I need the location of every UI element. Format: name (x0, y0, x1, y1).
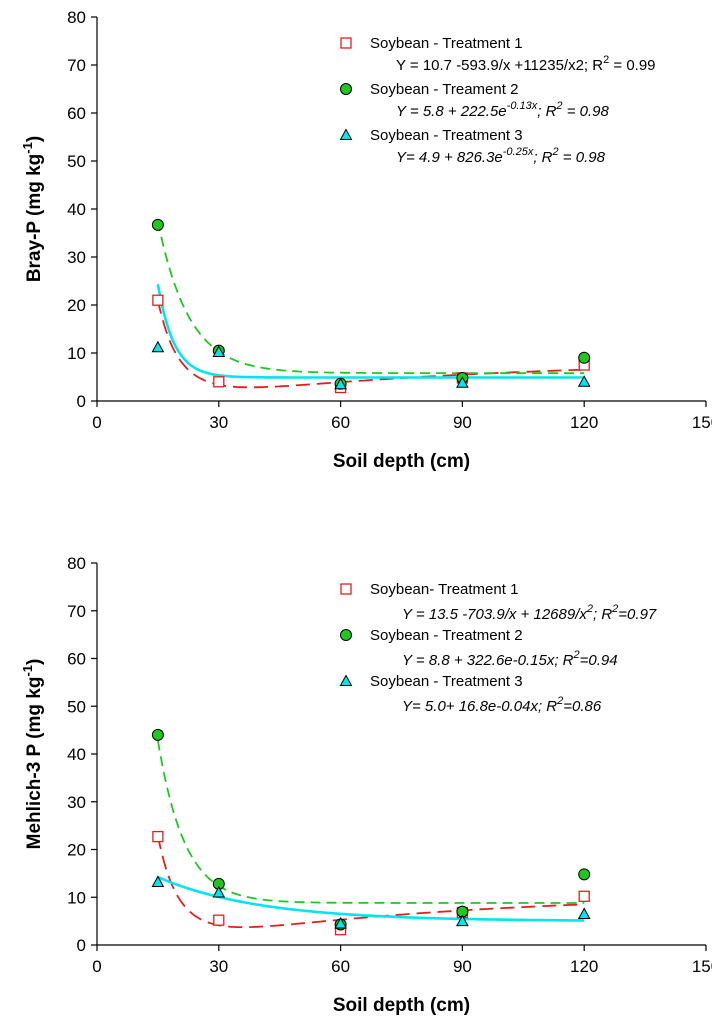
legend-equation-series-2: Y = 5.8 + 222.5e-0.13x; R2 = 0.98 (396, 100, 609, 120)
legend-equation-series-2: Y = 8.8 + 322.6e-0.15x; R2=0.94 (402, 649, 618, 669)
x-axis-title: Soil depth (cm) (333, 451, 470, 472)
legend-label-series-1: Soybean - Treatment 1 (370, 35, 523, 52)
legend-label-series-2: Soybean - Treatment 2 (370, 627, 523, 644)
x-tick-label: 150 (692, 413, 712, 432)
legend-marker-series-3 (339, 674, 353, 686)
data-point-series-2 (151, 218, 164, 231)
y-tick-label: 60 (67, 650, 86, 669)
x-tick-label: 30 (209, 957, 228, 976)
y-tick-label: 40 (67, 745, 86, 764)
data-point-series-2 (151, 728, 164, 741)
legend-equation-series-1: Y = 10.7 -593.9/x +11235/x2; R2 = 0.99 (396, 54, 656, 74)
legend-label-series-1: Soybean- Treatment 1 (370, 581, 518, 598)
x-tick-label: 150 (692, 957, 712, 976)
y-tick-label: 50 (67, 152, 86, 171)
chart-panel-2: 0 10 20 30 40 50 60 70 80 0 30 60 90 120 150 Soil depth… (20, 554, 712, 1016)
chart-panel-1: 0 10 20 30 40 50 60 70 80 0 30 60 90 120 150 Soil depth… (20, 8, 712, 472)
x-tick-label: 60 (331, 413, 350, 432)
x-tick-label: 30 (209, 413, 228, 432)
x-tick-label: 120 (570, 413, 598, 432)
legend-marker-series-1 (340, 583, 352, 595)
data-point-series-3 (151, 875, 165, 887)
y-tick-label: 40 (67, 200, 86, 219)
x-tick-label: 90 (453, 957, 472, 976)
x-tick-label: 0 (92, 413, 101, 432)
data-point-series-1 (152, 830, 164, 843)
x-tick-label: 0 (92, 957, 101, 976)
data-point-series-3 (212, 885, 226, 898)
y-tick-label: 0 (77, 392, 86, 411)
legend-marker-series-2 (340, 629, 352, 641)
y-tick-label: 10 (67, 888, 86, 907)
fit-curve-series-2 (157, 740, 585, 904)
data-point-series-3 (334, 377, 347, 390)
data-point-series-1 (152, 294, 164, 306)
legend-label-series-3: Soybean - Treatment 3 (370, 127, 523, 144)
data-point-series-3 (577, 907, 591, 919)
y-tick-label: 80 (67, 8, 86, 27)
data-point-series-1 (213, 376, 225, 388)
fit-curve-series-1 (157, 835, 585, 929)
data-point-series-3 (334, 916, 347, 929)
data-point-series-3 (577, 375, 591, 387)
legend-label-series-2: Soybean - Treament 2 (370, 81, 518, 98)
y-tick-label: 0 (77, 936, 86, 955)
y-tick-label: 70 (67, 56, 86, 75)
legend-equation-series-3: Y= 5.0+ 16.8e-0.04x; R2=0.86 (402, 695, 602, 715)
data-point-series-1 (213, 914, 225, 926)
legend-marker-series-2 (340, 83, 352, 95)
y-tick-label: 50 (67, 697, 86, 716)
data-point-series-2 (578, 868, 591, 881)
data-point-series-3 (456, 376, 469, 388)
data-point-series-3 (151, 340, 165, 353)
data-point-series-3 (456, 914, 469, 927)
data-point-series-2 (578, 351, 591, 364)
x-tick-label: 60 (331, 957, 350, 976)
legend-equation-series-3: Y= 4.9 + 826.3e-0.25x; R2 = 0.98 (396, 146, 606, 166)
x-axis-title: Soil depth (cm) (333, 995, 470, 1016)
legend-equation-series-1: Y = 13.5 -703.9/x + 12689/x2; R2=0.97 (402, 603, 657, 623)
fit-curve-series-3 (157, 875, 585, 922)
y-axis-title: Bray-P (mg kg-1) (20, 136, 45, 282)
y-axis-title: Mehlich-3 P (mg kg-1) (20, 659, 45, 850)
legend-label-series-3: Soybean - Treatment 3 (370, 673, 523, 690)
fit-curve-series-1 (157, 299, 585, 389)
legend-marker-series-3 (339, 128, 353, 140)
y-tick-label: 10 (67, 344, 86, 363)
x-tick-label: 90 (453, 413, 472, 432)
y-tick-label: 30 (67, 248, 86, 267)
y-tick-label: 70 (67, 602, 86, 621)
y-tick-label: 80 (67, 554, 86, 573)
fit-curve-series-3 (156, 283, 585, 379)
y-tick-label: 20 (67, 296, 86, 315)
y-tick-label: 60 (67, 104, 86, 123)
legend-marker-series-1 (340, 37, 352, 49)
data-point-series-1 (578, 890, 590, 902)
y-tick-label: 30 (67, 793, 86, 812)
y-tick-label: 20 (67, 841, 86, 860)
data-point-series-3 (212, 345, 226, 358)
x-tick-label: 120 (570, 957, 598, 976)
